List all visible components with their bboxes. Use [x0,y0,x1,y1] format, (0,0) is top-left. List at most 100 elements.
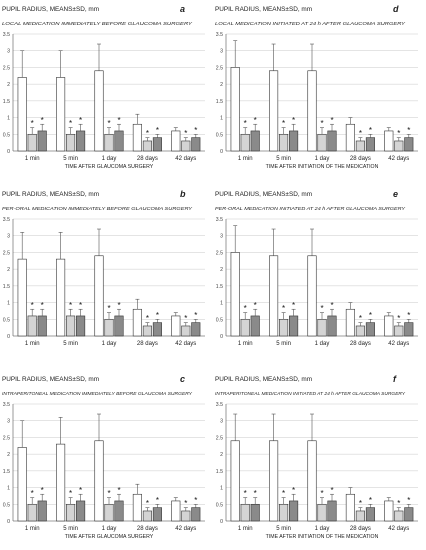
significance-mark: * [184,499,187,508]
y-tick-label: 2.5 [216,435,223,441]
significance-mark: * [407,311,410,320]
bar [104,133,114,152]
significance-mark: * [254,301,257,310]
y-tick-label: 3.5 [3,32,10,38]
panel-subtitle: INTRAPERITONEAL MEDICATION IMMEDIATELY B… [2,391,193,397]
x-tick-label: 28 days [137,156,158,162]
significance-mark: * [397,499,400,508]
x-axis-label: TIME AFTER GLAUCOMA SURGERY [65,534,154,540]
bar [37,130,47,152]
y-tick-label: 1 [7,116,10,122]
significance-mark: * [31,301,34,310]
bar [240,133,250,152]
bar [37,500,47,522]
bar [327,315,337,337]
bar [279,503,289,522]
significance-mark: * [330,116,333,125]
bar [355,510,365,522]
significance-mark: * [282,119,285,128]
y-tick-label: 0 [7,149,10,155]
bar [269,70,279,152]
x-axis-label: TIME AFTER INITIATION OF THE MEDICATION [266,164,379,170]
y-tick-label: 1.5 [3,99,10,105]
bar [345,123,355,152]
significance-mark: * [407,126,410,135]
significance-mark: * [320,304,323,313]
bar [404,507,414,522]
bar [279,133,289,152]
bar [230,440,240,522]
bar [240,503,250,522]
bar [327,130,337,152]
bar [132,308,142,337]
significance-mark: * [244,304,247,313]
significance-mark: * [184,129,187,138]
bar [66,503,76,522]
bar [114,315,124,337]
bar [104,318,114,337]
x-tick-label: 5 min [276,526,291,532]
x-tick-label: 1 min [238,156,253,162]
panel-subtitle: LOCAL MEDICATION IMMEDIATELY BEFORE GLAU… [2,21,193,27]
significance-mark: * [107,304,110,313]
x-tick-label: 1 min [238,526,253,532]
y-axis-label: PUPIL RADIUS, MEANS±SD, mm [2,191,99,198]
bar [250,315,260,337]
bar [114,130,124,152]
bar [384,500,394,522]
bar [365,507,375,522]
panel-subtitle: PER-ORAL MEDICATION IMMEDIATELY BEFORE G… [2,206,193,212]
significance-mark: * [156,311,159,320]
significance-mark: * [31,489,34,498]
y-tick-label: 0 [220,149,223,155]
y-tick-label: 0.5 [216,317,223,323]
bar [394,325,404,337]
bar [56,443,66,522]
significance-mark: * [117,486,120,495]
y-tick-label: 1 [220,301,223,307]
y-tick-label: 2 [220,267,223,273]
x-tick-label: 42 days [175,341,196,347]
significance-mark: * [156,496,159,505]
bar [355,325,365,337]
panel-letter: c [180,374,185,384]
x-axis-label: TIME AFTER GLAUCOMA SURGERY [65,164,154,170]
bar [317,133,327,152]
panel-letter: a [180,4,185,14]
bar [142,140,152,152]
significance-mark: * [320,119,323,128]
y-tick-label: 3 [7,419,10,425]
y-tick-label: 0.5 [216,502,223,508]
panel-subtitle: INTRAPERITONEAL MEDICATION INITIATED AT … [215,391,406,397]
bar [289,315,299,337]
bar [181,140,191,152]
bar [17,258,27,337]
y-tick-label: 2.5 [3,65,10,71]
bar [76,500,86,522]
y-tick-label: 0.5 [3,132,10,138]
x-tick-label: 42 days [388,341,409,347]
panel-letter: e [393,189,398,199]
y-tick-label: 2 [7,267,10,273]
significance-mark: * [244,489,247,498]
significance-mark: * [282,304,285,313]
bar [152,507,162,522]
y-tick-label: 3.5 [216,217,223,223]
significance-mark: * [41,486,44,495]
x-tick-label: 5 min [276,156,291,162]
significance-mark: * [359,129,362,138]
y-tick-label: 1.5 [216,284,223,290]
significance-mark: * [254,116,257,125]
bar [289,130,299,152]
bar [307,70,317,152]
bar [230,67,240,152]
y-tick-label: 1 [220,486,223,492]
y-tick-label: 2 [7,452,10,458]
panel-subtitle: PER-ORAL MEDICATION INITIATED AT 24 h AF… [215,206,406,212]
bar [94,70,104,152]
x-axis-label: TIME AFTER INITIATION OF THE MEDICATION [266,534,379,540]
bar [66,133,76,152]
y-tick-label: 3.5 [216,402,223,408]
x-tick-label: 1 min [25,341,40,347]
bar [250,130,260,152]
